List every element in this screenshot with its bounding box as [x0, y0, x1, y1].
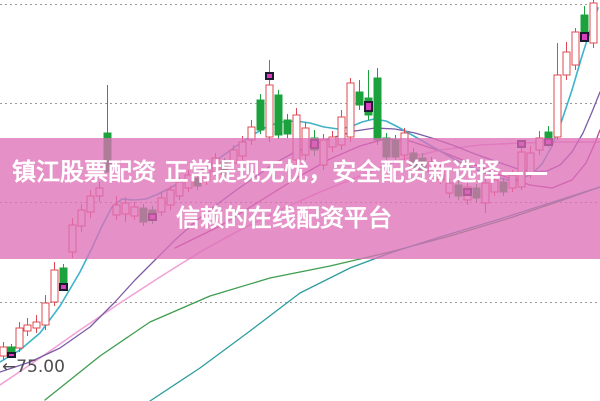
candle-down: [283, 119, 292, 135]
candle-up: [41, 302, 50, 326]
signal-marker-core: [366, 103, 371, 110]
candle-up: [562, 51, 571, 76]
candle-up: [265, 84, 274, 138]
promo-band-overlay: [0, 138, 600, 259]
promo-text-line1: 镇江股票配资 正常提现无忧，安全配资新选择——: [12, 158, 549, 186]
candle-down: [256, 99, 265, 131]
signal-marker-core: [582, 34, 587, 40]
candle-up: [346, 82, 355, 138]
price-marker-label: ←75.00: [2, 357, 65, 377]
candle-up: [50, 269, 59, 303]
candle-down: [7, 346, 16, 353]
candle-down: [274, 94, 283, 136]
candle-up: [589, 2, 598, 44]
candle-down: [580, 14, 589, 33]
candle-up: [553, 74, 562, 138]
candle-up: [23, 324, 32, 332]
candle-up: [0, 346, 8, 357]
candle-down: [373, 77, 382, 141]
candle-up: [32, 321, 41, 329]
candle-down: [355, 91, 364, 106]
signal-marker-core: [61, 285, 66, 289]
candle-up: [15, 327, 24, 349]
signal-marker-core: [9, 354, 14, 356]
candle-up: [571, 31, 580, 66]
promo-text-line2: 信赖的在线配资平台: [176, 204, 392, 232]
candle-down: [59, 267, 68, 284]
signal-marker-core: [267, 74, 272, 78]
